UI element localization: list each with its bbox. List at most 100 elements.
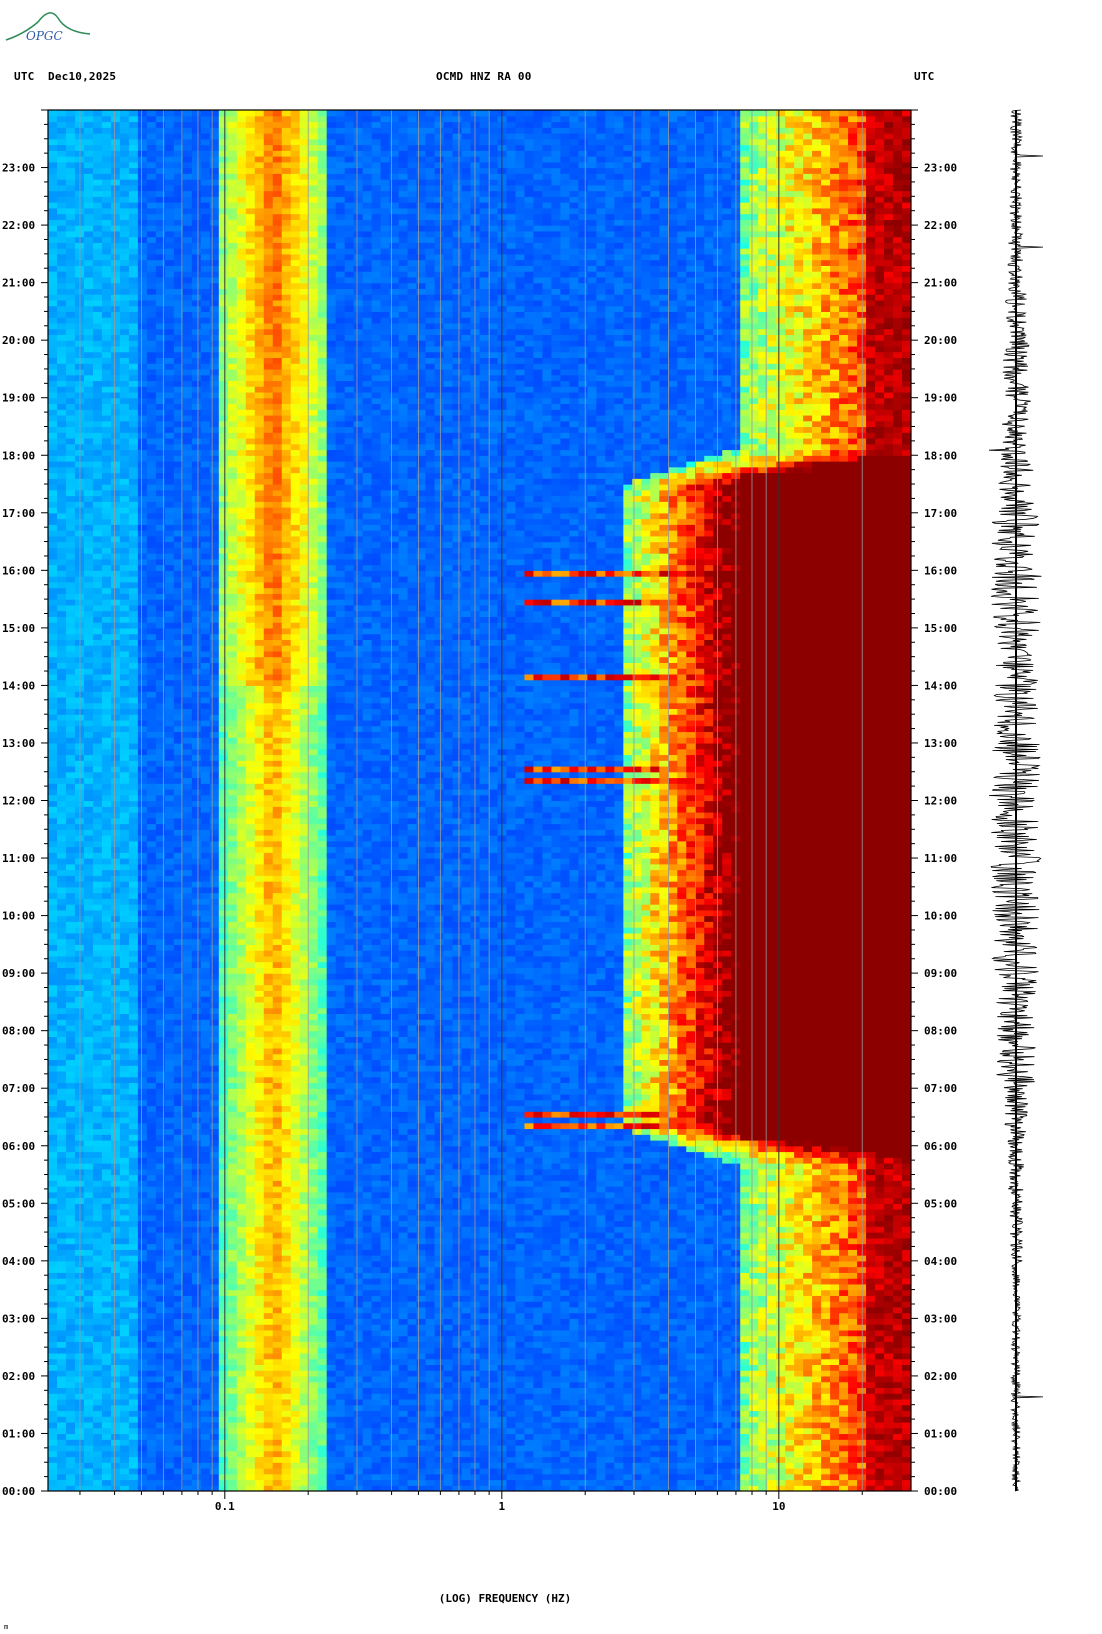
heatmap-cell (713, 1255, 723, 1261)
heatmap-cell (902, 1336, 912, 1342)
heatmap-cell (713, 1278, 723, 1284)
heatmap-cell (444, 1468, 454, 1474)
heatmap-cell (219, 1284, 229, 1290)
heatmap-cell (893, 1410, 903, 1416)
heatmap-cell (435, 1451, 445, 1457)
heatmap-cell (749, 1416, 759, 1422)
heatmap-cell (444, 1347, 454, 1353)
heatmap-cell (57, 1410, 67, 1416)
heatmap-cell (902, 1198, 912, 1204)
heatmap-cell (381, 1295, 391, 1301)
heatmap-cell (84, 1313, 94, 1319)
heatmap-cell (560, 1410, 570, 1416)
heatmap-cell (372, 1267, 382, 1273)
heatmap-cell (785, 1399, 795, 1405)
heatmap-cell (264, 1192, 274, 1198)
heatmap-cell (578, 1422, 588, 1428)
heatmap-cell (776, 1462, 786, 1468)
heatmap-cell (165, 1376, 175, 1382)
heatmap-cell (506, 1295, 516, 1301)
heatmap-cell (273, 1433, 283, 1439)
heatmap-cell (120, 1439, 130, 1445)
heatmap-cell (129, 1232, 139, 1238)
heatmap-cell (228, 1255, 238, 1261)
heatmap-cell (767, 1278, 777, 1284)
heatmap-cell (650, 1341, 660, 1347)
heatmap-cell (830, 1336, 840, 1342)
heatmap-cell (866, 1278, 876, 1284)
heatmap-cell (66, 1278, 76, 1284)
heatmap-cell (318, 1353, 328, 1359)
heatmap-cell (210, 1347, 220, 1353)
heatmap-cell (623, 1416, 633, 1422)
heatmap-cell (84, 1255, 94, 1261)
heatmap-cell (614, 1456, 624, 1462)
heatmap-cell (336, 1261, 346, 1267)
heatmap-cell (417, 1416, 427, 1422)
heatmap-cell (120, 1249, 130, 1255)
heatmap-cell (408, 1456, 418, 1462)
heatmap-cell (48, 1341, 58, 1347)
heatmap-cell (147, 1393, 157, 1399)
heatmap-cell (569, 1405, 579, 1411)
heatmap-cell (435, 1387, 445, 1393)
heatmap-cell (273, 1290, 283, 1296)
heatmap-cell (48, 1209, 58, 1215)
heatmap-cell (749, 1468, 759, 1474)
heatmap-cell (102, 1347, 112, 1353)
heatmap-cell (336, 1215, 346, 1221)
heatmap-cell (668, 1290, 678, 1296)
heatmap-cell (596, 1336, 606, 1342)
heatmap-cell (102, 1209, 112, 1215)
heatmap-cell (551, 1451, 561, 1457)
heatmap-cell (57, 1221, 67, 1227)
heatmap-cell (84, 1393, 94, 1399)
heatmap-cell (66, 1221, 76, 1227)
heatmap-cell (740, 1474, 750, 1480)
heatmap-cell (902, 1405, 912, 1411)
heatmap-cell (183, 1238, 193, 1244)
heatmap-cell (57, 1336, 67, 1342)
heatmap-cell (884, 1456, 894, 1462)
heatmap-cell (740, 1416, 750, 1422)
heatmap-cell (875, 1422, 885, 1428)
heatmap-cell (893, 1364, 903, 1370)
heatmap-cell (426, 1479, 436, 1485)
heatmap-cell (156, 1405, 166, 1411)
heatmap-cell (749, 1336, 759, 1342)
heatmap-cell (776, 1451, 786, 1457)
heatmap-cell (237, 1209, 247, 1215)
heatmap-cell (210, 1209, 220, 1215)
heatmap-cell (408, 1272, 418, 1278)
heatmap-cell (111, 1370, 121, 1376)
heatmap-cell (785, 1445, 795, 1451)
heatmap-cell (533, 1209, 543, 1215)
heatmap-cell (740, 1232, 750, 1238)
heatmap-cell (264, 1267, 274, 1273)
heatmap-cell (650, 1209, 660, 1215)
heatmap-cell (120, 1382, 130, 1388)
heatmap-cell (488, 1382, 498, 1388)
heatmap-cell (884, 1393, 894, 1399)
heatmap-cell (282, 1376, 292, 1382)
heatmap-cell (587, 1215, 597, 1221)
heatmap-cell (551, 1203, 561, 1209)
heatmap-cell (246, 1433, 256, 1439)
heatmap-cell (668, 1399, 678, 1405)
heatmap-cell (839, 1359, 849, 1365)
heatmap-cell (677, 1232, 687, 1238)
heatmap-cell (875, 1364, 885, 1370)
heatmap-cell (677, 1451, 687, 1457)
heatmap-cell (246, 1353, 256, 1359)
heatmap-cell (66, 1215, 76, 1221)
heatmap-cell (614, 1353, 624, 1359)
heatmap-cell (426, 1474, 436, 1480)
heatmap-cell (848, 1226, 858, 1232)
heatmap-cell (812, 1393, 822, 1399)
heatmap-cell (444, 1295, 454, 1301)
heatmap-cell (255, 1474, 265, 1480)
heatmap-cell (102, 1451, 112, 1457)
heatmap-cell (785, 1479, 795, 1485)
heatmap-cell (740, 1468, 750, 1474)
heatmap-cell (713, 1226, 723, 1232)
